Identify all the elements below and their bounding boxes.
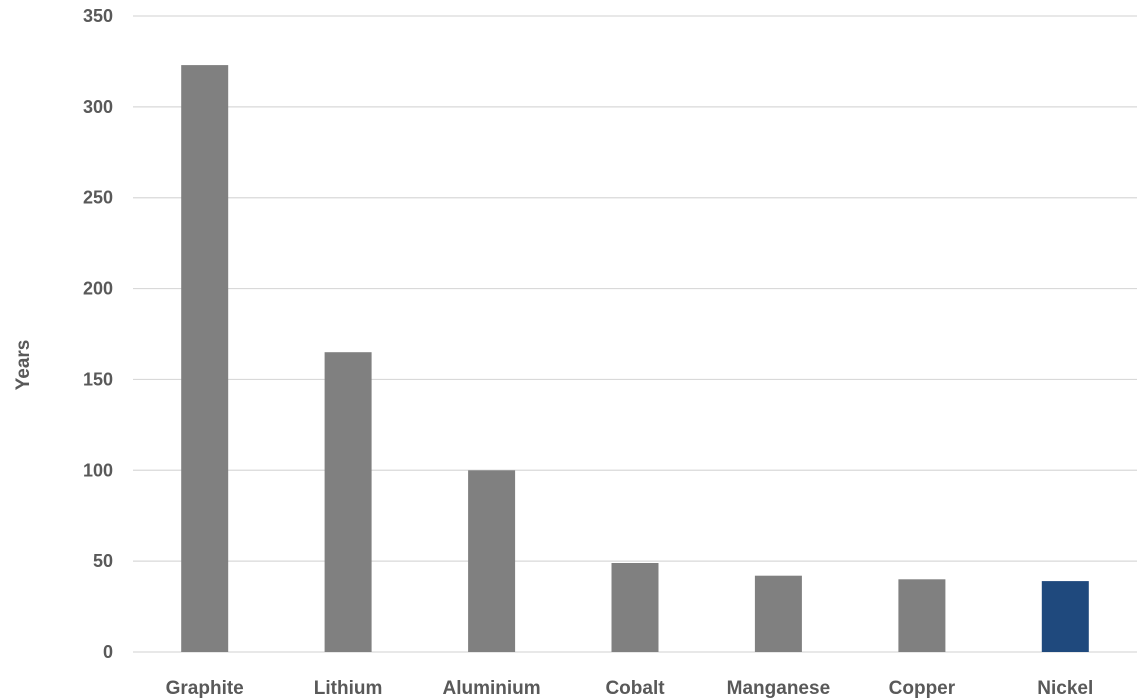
x-label-nickel: Nickel [1037, 678, 1093, 699]
y-tick-label-50: 50 [93, 551, 113, 571]
x-label-lithium: Lithium [314, 678, 383, 699]
x-label-cobalt: Cobalt [605, 678, 665, 699]
bar-aluminium [468, 470, 516, 652]
y-tick-label-250: 250 [83, 188, 113, 208]
x-axis-labels: Graphite Lithium Aluminium Cobalt Manganese C… [166, 678, 1094, 699]
y-tick-label-0: 0 [103, 642, 113, 662]
bar-nickel [1041, 581, 1089, 652]
bar-copper [898, 579, 946, 652]
y-tick-label-350: 350 [83, 6, 113, 26]
bar-lithium [324, 352, 372, 652]
y-tick-label-200: 200 [83, 279, 113, 299]
bar-cobalt [611, 563, 659, 652]
x-label-graphite: Graphite [166, 678, 244, 699]
bars [181, 65, 1089, 653]
x-label-manganese: Manganese [727, 678, 830, 699]
bar-manganese [754, 575, 802, 652]
y-tick-label-150: 150 [83, 369, 113, 389]
y-axis-title: Years [13, 340, 34, 391]
y-tick-label-300: 300 [83, 97, 113, 117]
y-tick-label-100: 100 [83, 460, 113, 480]
gridlines [133, 15, 1137, 653]
x-label-aluminium: Aluminium [443, 678, 541, 699]
bar-graphite [181, 65, 229, 653]
y-axis-ticks: 0 50 100 150 200 250 300 350 [83, 6, 113, 662]
x-label-copper: Copper [889, 678, 956, 699]
